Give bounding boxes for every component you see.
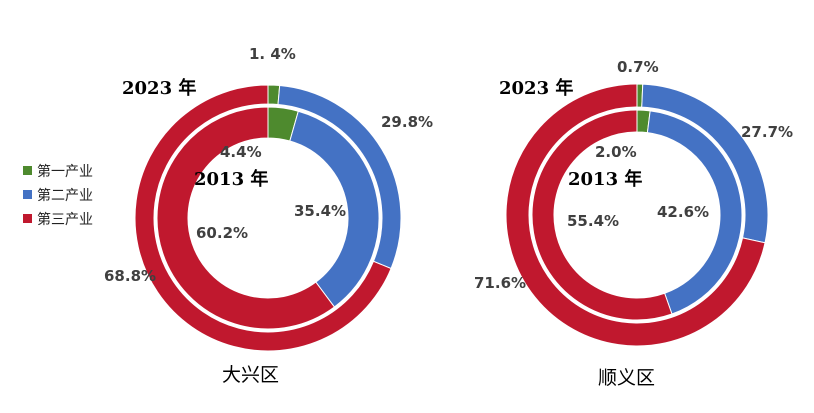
data-label-2013-primary: 2.0% (595, 143, 637, 161)
slice-2023-tertiary (505, 83, 766, 347)
data-label-2023-primary: 0.7% (617, 58, 659, 76)
data-label-2013-tertiary: 55.4% (567, 212, 619, 230)
legend: 第一产业 第二产业 第三产业 (23, 163, 93, 228)
data-label-2013-tertiary: 60.2% (196, 224, 248, 242)
data-label-2023-tertiary: 71.6% (474, 274, 526, 292)
legend-label-primary: 第一产业 (37, 163, 93, 180)
chart-title-daxing: 大兴区 (222, 364, 279, 386)
slice-2013-tertiary (531, 109, 673, 321)
inner-ring-2013 (156, 106, 380, 330)
donut-chart-daxing: 2023 年 2013 年 1. 4% 29.8% 68.8% 4.4% 35.… (104, 45, 433, 386)
outer-ring-2023 (134, 84, 402, 352)
ring-label-2023: 2023 年 (122, 77, 196, 99)
legend-label-tertiary: 第三产业 (37, 211, 93, 228)
ring-label-2013: 2013 年 (194, 168, 268, 190)
legend-swatch-tertiary (23, 214, 32, 223)
data-label-2013-secondary: 35.4% (294, 202, 346, 220)
chart-title-shunyi: 顺义区 (598, 367, 655, 389)
donut-chart-shunyi: 2023 年 2013 年 0.7% 27.7% 71.6% 2.0% 42.6… (474, 58, 793, 389)
inner-ring-2013 (531, 109, 743, 321)
data-label-2023-tertiary: 68.8% (104, 267, 156, 285)
legend-label-secondary: 第二产业 (37, 187, 93, 204)
data-label-2023-secondary: 27.7% (741, 123, 793, 141)
slice-2013-tertiary (156, 106, 336, 330)
ring-label-2013: 2013 年 (568, 168, 642, 190)
slice-2023-tertiary (134, 84, 392, 352)
data-label-2013-secondary: 42.6% (657, 203, 709, 221)
ring-label-2023: 2023 年 (499, 77, 573, 99)
outer-ring-2023 (505, 83, 769, 347)
data-label-2013-primary: 4.4% (220, 143, 262, 161)
data-label-2023-primary: 1. 4% (249, 45, 296, 63)
slice-2013-secondary (289, 110, 380, 308)
data-label-2023-secondary: 29.8% (381, 113, 433, 131)
legend-swatch-primary (23, 166, 32, 175)
legend-swatch-secondary (23, 190, 32, 199)
